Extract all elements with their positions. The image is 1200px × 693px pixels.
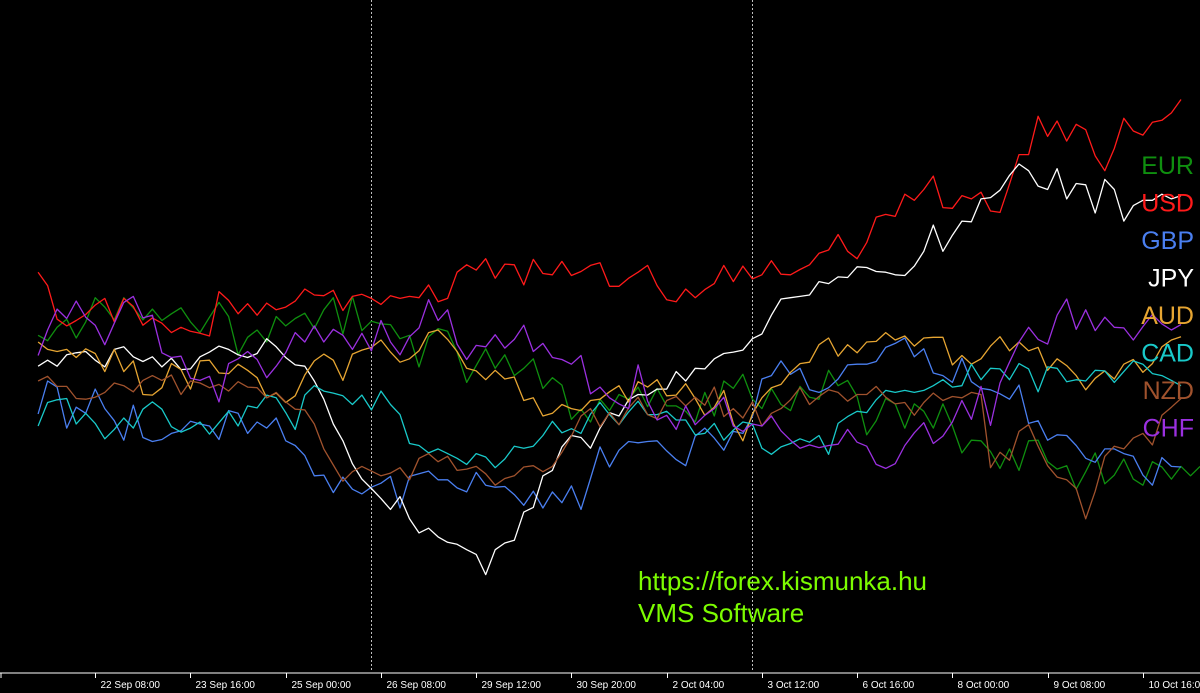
legend-item-eur: EUR xyxy=(1141,152,1194,180)
legend-item-usd: USD xyxy=(1141,190,1194,218)
series-line-chf xyxy=(37,295,1182,470)
legend-item-cad: CAD xyxy=(1141,340,1194,368)
x-tick-label-3: 25 Sep 00:00 xyxy=(292,680,352,691)
x-tick-label-10: 8 Oct 00:00 xyxy=(958,680,1010,691)
series-line-eur xyxy=(37,295,1200,490)
series-line-cad xyxy=(37,360,1182,469)
x-tick-label-5: 29 Sep 12:00 xyxy=(482,680,542,691)
series-line-usd xyxy=(37,99,1182,337)
x-tick-label-8: 3 Oct 12:00 xyxy=(768,680,820,691)
watermark-brand: VMS Software xyxy=(638,598,805,628)
x-tick-label-9: 6 Oct 16:00 xyxy=(863,680,915,691)
x-axis-ticks: 22 Sep 08:00 23 Sep 16:00 25 Sep 00:00 26 S… xyxy=(0,673,1200,691)
x-tick-label-4: 26 Sep 08:00 xyxy=(387,680,447,691)
legend-item-chf: CHF xyxy=(1143,415,1194,443)
series-lines xyxy=(37,99,1200,576)
series-line-gbp xyxy=(37,337,1182,511)
legend-item-gbp: GBP xyxy=(1141,227,1194,255)
x-tick-label-12: 10 Oct 16:00 xyxy=(1149,680,1200,691)
legend-item-nzd: NZD xyxy=(1143,377,1194,405)
x-tick-label-1: 22 Sep 08:00 xyxy=(101,680,161,691)
series-line-aud xyxy=(37,329,1182,442)
period-separators xyxy=(371,0,753,672)
x-tick-label-2: 23 Sep 16:00 xyxy=(196,680,256,691)
legend: EUR USD GBP JPY AUD CAD NZD CHF xyxy=(1141,152,1194,443)
watermark-url: https://forex.kismunka.hu xyxy=(638,566,928,596)
legend-item-aud: AUD xyxy=(1141,302,1194,330)
series-line-nzd xyxy=(37,374,1182,520)
x-tick-label-11: 9 Oct 08:00 xyxy=(1054,680,1106,691)
x-tick-label-6: 30 Sep 20:00 xyxy=(577,680,637,691)
legend-item-jpy: JPY xyxy=(1148,265,1194,293)
x-tick-label-7: 2 Oct 04:00 xyxy=(673,680,725,691)
